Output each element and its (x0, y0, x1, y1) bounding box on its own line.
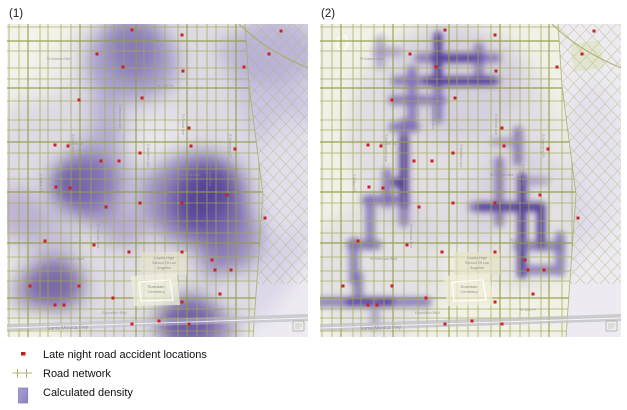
svg-text:Calculated density: Calculated density (43, 387, 133, 399)
svg-text:Late night road accident locat: Late night road accident locations (43, 349, 207, 361)
svg-text:Road network: Road network (43, 368, 111, 380)
svg-text:(1): (1) (9, 8, 23, 20)
svg-text:(2): (2) (321, 8, 335, 20)
